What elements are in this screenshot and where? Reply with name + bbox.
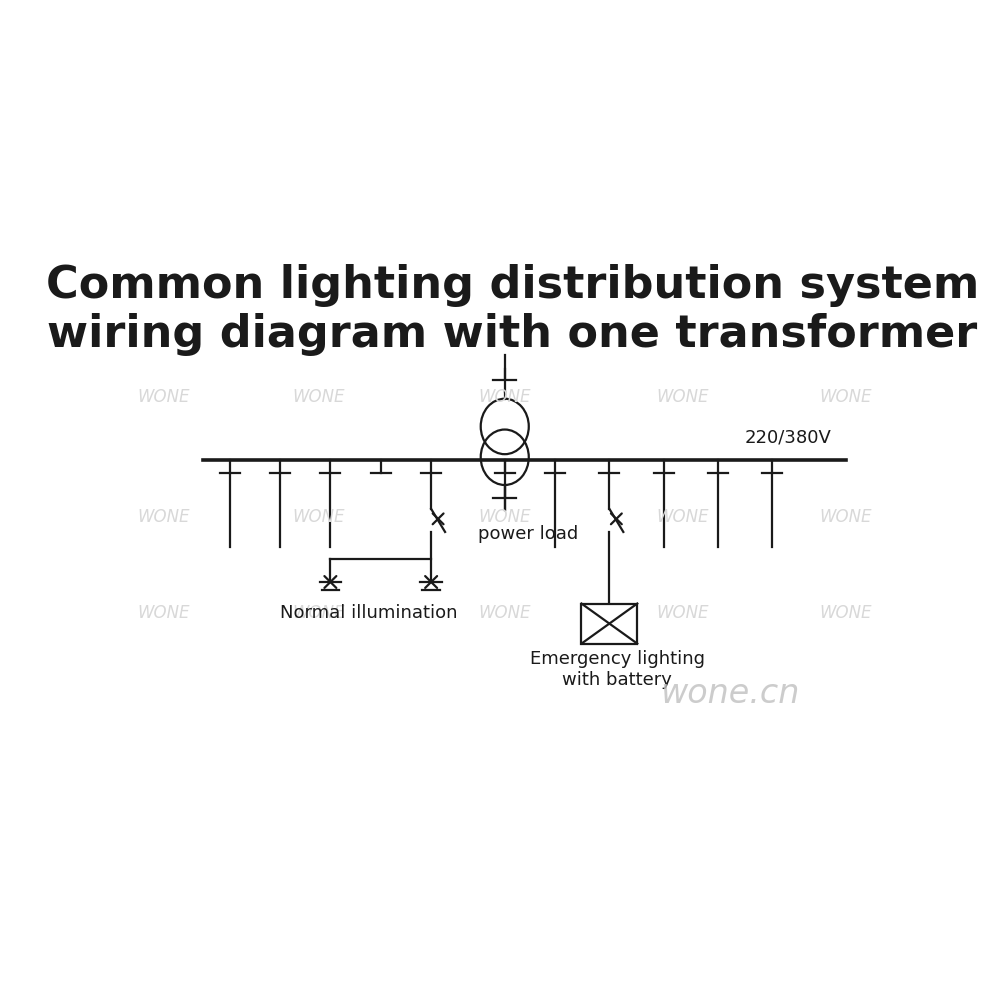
Text: Normal illumination: Normal illumination: [280, 604, 458, 622]
Text: WONE: WONE: [292, 604, 345, 622]
Bar: [581, 604, 637, 644]
Text: power load: power load: [478, 525, 578, 543]
Text: WONE: WONE: [292, 508, 345, 526]
Text: WONE: WONE: [138, 388, 190, 406]
Text: WONE: WONE: [479, 388, 531, 406]
Text: WONE: WONE: [292, 388, 345, 406]
Text: wone.cn: wone.cn: [660, 677, 799, 710]
Text: WONE: WONE: [479, 604, 531, 622]
Text: WONE: WONE: [657, 604, 709, 622]
Text: WONE: WONE: [820, 388, 872, 406]
Text: Emergency lighting: Emergency lighting: [530, 650, 705, 668]
Text: WONE: WONE: [138, 508, 190, 526]
Text: wiring diagram with one transformer: wiring diagram with one transformer: [47, 313, 978, 356]
Text: WONE: WONE: [138, 604, 190, 622]
Text: WONE: WONE: [820, 604, 872, 622]
Text: WONE: WONE: [820, 508, 872, 526]
Text: WONE: WONE: [657, 388, 709, 406]
Text: Common lighting distribution system: Common lighting distribution system: [46, 264, 979, 307]
Text: WONE: WONE: [479, 508, 531, 526]
Text: 220/380V: 220/380V: [745, 428, 832, 446]
Text: WONE: WONE: [657, 508, 709, 526]
Text: with battery: with battery: [562, 671, 672, 689]
